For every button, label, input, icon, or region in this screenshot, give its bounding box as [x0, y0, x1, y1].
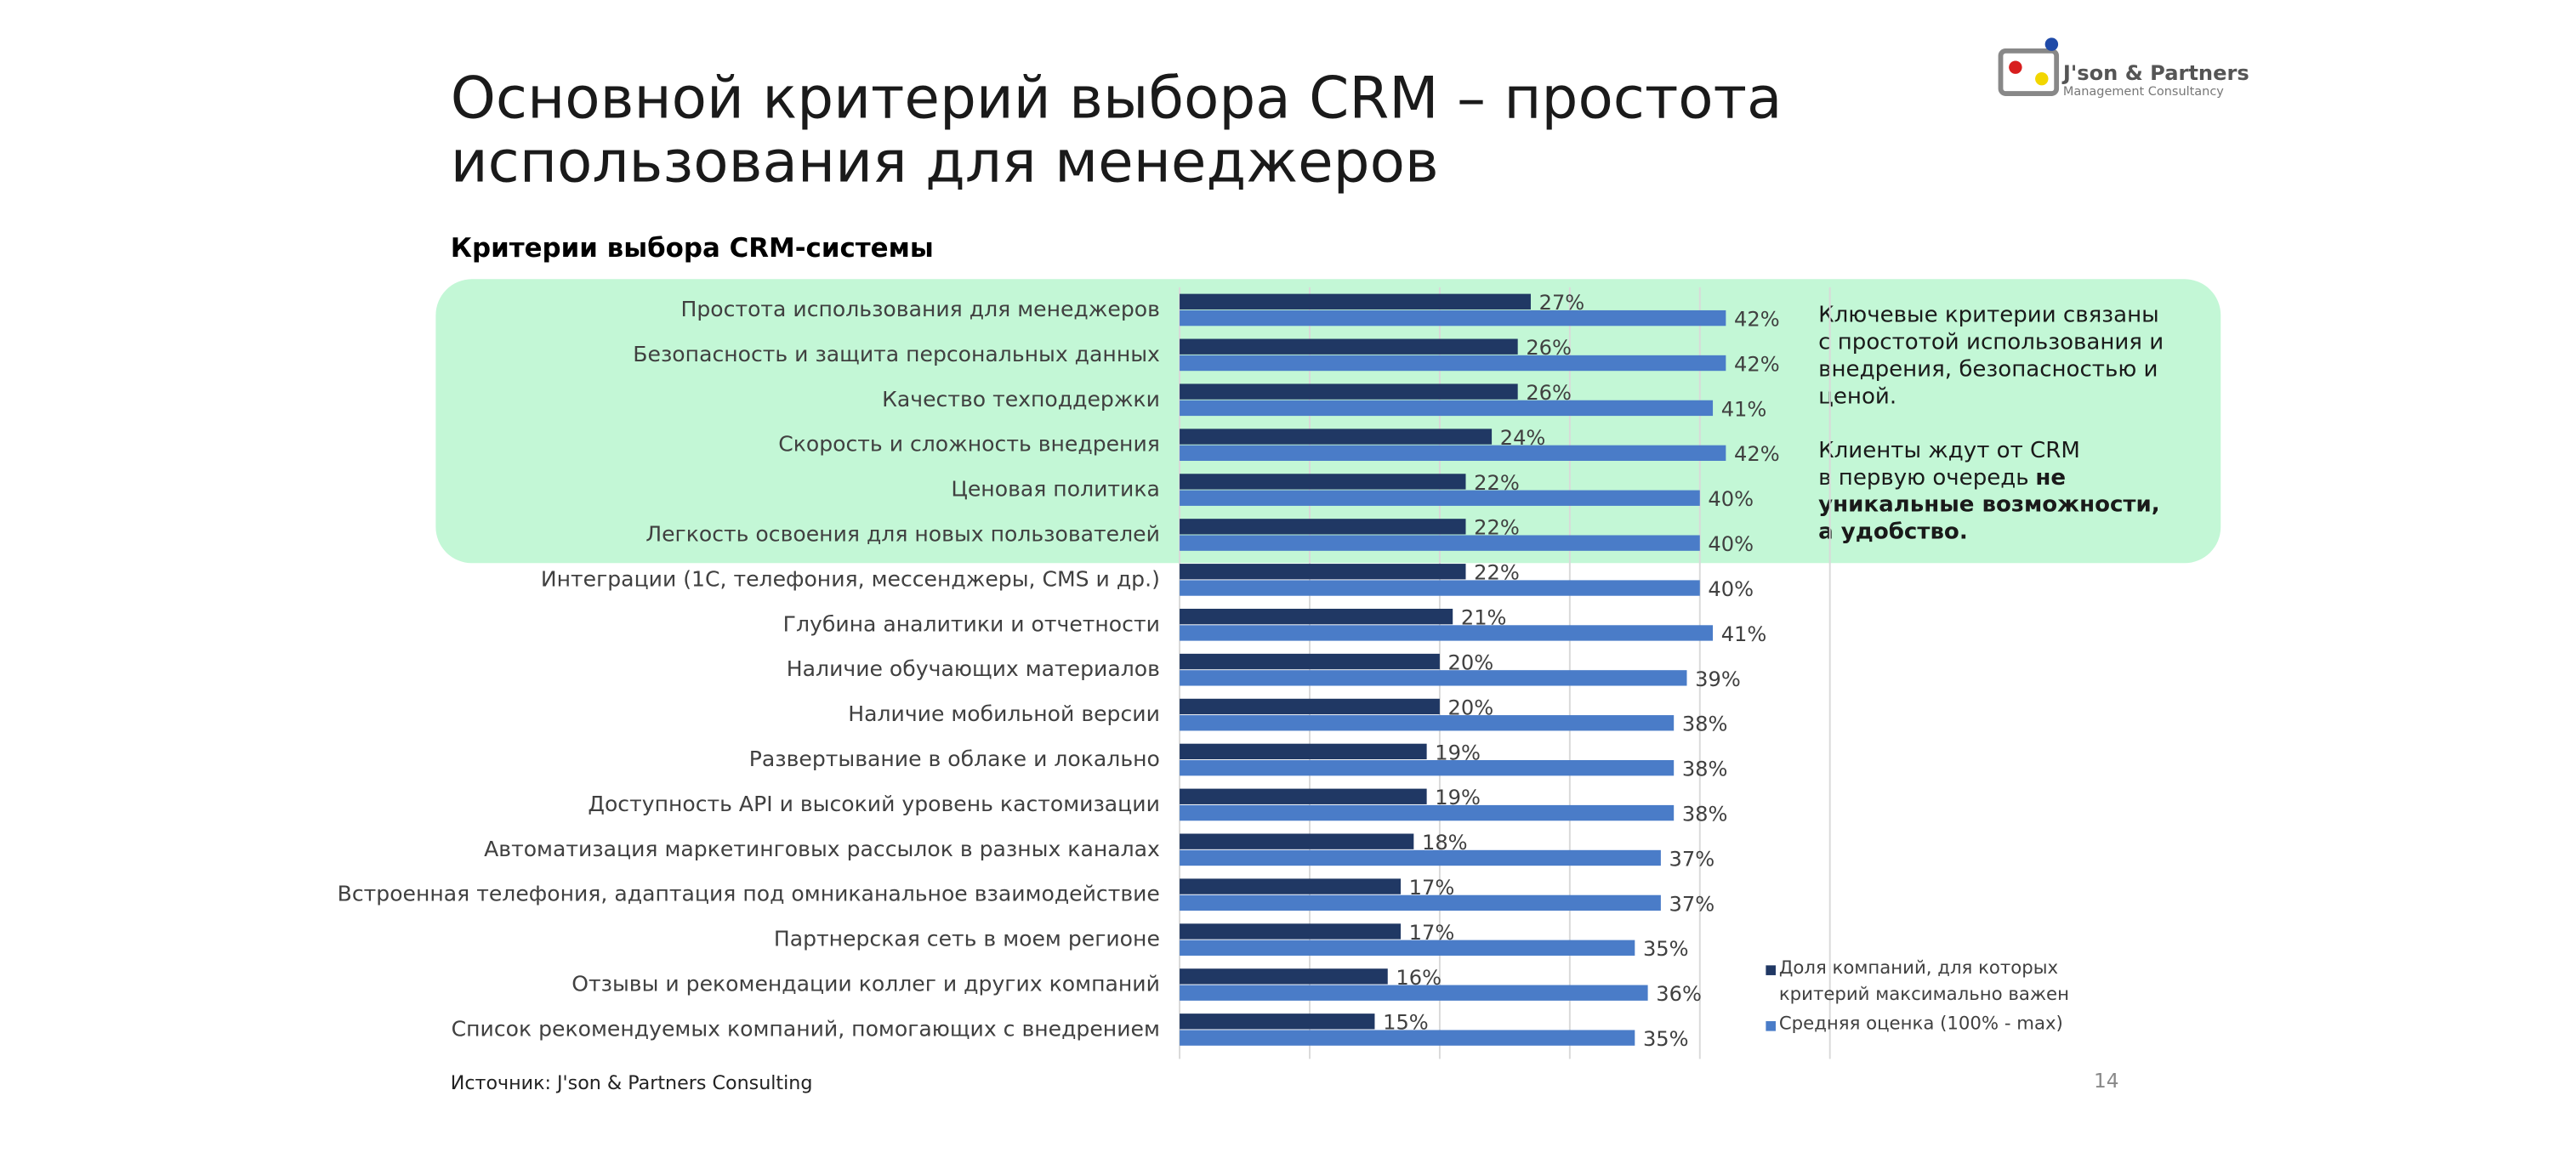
bar	[1180, 625, 1714, 641]
bar	[1180, 338, 1518, 355]
annotation-text: Клиенты ждут от CRM	[1818, 438, 2080, 463]
bar	[1180, 400, 1714, 417]
legend-swatch	[1766, 965, 1776, 975]
annotation-text: с простотой использования и	[1818, 329, 2164, 355]
bar	[1180, 670, 1687, 686]
annotation-text: а удобство.	[1818, 519, 1968, 544]
page-number: 14	[2094, 1070, 2118, 1093]
category-label: Развертывание в облаке и локально	[749, 747, 1160, 771]
bar	[1180, 833, 1414, 849]
source: Источник: J'son & Partners Consulting	[451, 1072, 813, 1094]
bar	[1180, 1030, 1635, 1046]
bar	[1180, 564, 1466, 580]
category-label: Простота использования для менеджеров	[681, 297, 1160, 321]
logo-name: J'son & Partners	[2061, 61, 2249, 85]
title-line: использования для менеджеров	[451, 128, 1439, 196]
chart-subtitle: Критерии выбора CRM-системы	[451, 233, 934, 264]
category-label: Наличие обучающих материалов	[787, 656, 1160, 681]
value-label: 38%	[1682, 802, 1728, 826]
category-label: Ценовая политика	[951, 477, 1160, 502]
bar	[1180, 383, 1518, 400]
annotation-text: уникальные возможности,	[1818, 491, 2160, 517]
category-label: Безопасность и защита персональных данны…	[633, 342, 1160, 366]
bar	[1180, 519, 1466, 535]
bar	[1180, 940, 1635, 956]
bar	[1180, 429, 1493, 445]
legend-entry: Средняя оценка (100% - max)	[1778, 1013, 2063, 1035]
value-label: 42%	[1734, 442, 1780, 466]
bar	[1180, 715, 1675, 731]
annotation-text: внедрения, безопасностью и	[1818, 356, 2158, 382]
bar	[1180, 474, 1466, 490]
annotation-text: Ключевые критерии связаны	[1818, 302, 2159, 327]
value-label: 41%	[1721, 397, 1767, 421]
bar	[1180, 535, 1700, 551]
category-label: Легкость освоения для новых пользователе…	[645, 521, 1160, 546]
value-label: 36%	[1656, 982, 1702, 1006]
bar	[1180, 293, 1531, 309]
bar	[1180, 1014, 1375, 1030]
bar	[1180, 580, 1700, 596]
category-label: Наличие мобильной версии	[848, 701, 1160, 726]
bar	[1180, 788, 1427, 804]
category-label: Список рекомендуемых компаний, помогающи…	[452, 1016, 1160, 1041]
bar	[1180, 878, 1402, 894]
value-label: 37%	[1669, 892, 1715, 916]
logo-dot	[2035, 71, 2049, 86]
annotation-text: ценой.	[1818, 383, 1896, 409]
value-label: 40%	[1708, 577, 1754, 601]
value-label: 38%	[1682, 713, 1728, 736]
category-label: Глубина аналитики и отчетности	[783, 611, 1160, 636]
legend-entry: Доля компаний, для которых критерий макс…	[1778, 957, 2069, 1005]
bar	[1180, 849, 1661, 866]
value-label: 35%	[1643, 1027, 1689, 1051]
bar	[1180, 698, 1440, 715]
bar	[1180, 743, 1427, 760]
legend-label: Средняя оценка (100% - max)	[1778, 1013, 2063, 1035]
bar	[1180, 894, 1661, 911]
value-label: 39%	[1695, 667, 1741, 691]
value-label: 37%	[1669, 847, 1715, 871]
bar	[1180, 355, 1726, 372]
category-label: Встроенная телефония, адаптация под омни…	[338, 882, 1160, 906]
value-label: 40%	[1708, 532, 1754, 556]
value-label: 35%	[1643, 937, 1689, 961]
category-label: Интеграции (1С, телефония, мессенджеры, …	[541, 566, 1160, 591]
category-label: Доступность API и высокий уровень кастом…	[588, 792, 1160, 816]
category-label: Автоматизация маркетинговых рассылок в р…	[484, 837, 1160, 861]
bar	[1180, 309, 1726, 326]
logo-tagline: Management Consultancy	[2063, 85, 2224, 99]
bar	[1180, 760, 1675, 776]
annotation: Ключевые критерии связаны с простотой исп…	[1818, 302, 2164, 544]
value-label: 40%	[1708, 487, 1754, 511]
bar	[1180, 653, 1440, 670]
legend-swatch	[1766, 1021, 1776, 1031]
logo-dot	[2044, 37, 2059, 51]
category-label: Качество техподдержки	[882, 387, 1160, 412]
logo-dot	[2009, 60, 2022, 74]
bar	[1180, 968, 1388, 985]
legend-label: Доля компаний, для которых критерий макс…	[1778, 957, 2069, 1005]
bar	[1180, 445, 1726, 462]
category-label: Скорость и сложность внедрения	[778, 432, 1160, 457]
logo: J'son & Partners Management Consultancy	[1998, 37, 2249, 99]
bar	[1180, 608, 1453, 625]
value-label: 42%	[1734, 352, 1780, 376]
title-line: Основной критерий выбора CRM – простота	[451, 64, 1783, 131]
bar	[1180, 490, 1700, 506]
bar	[1180, 985, 1648, 1001]
highlight-box	[435, 279, 2221, 564]
category-label: Отзывы и рекомендации коллег и других ко…	[571, 972, 1160, 996]
value-label: 38%	[1682, 758, 1728, 781]
annotation-text: в первую очередь	[1818, 464, 2028, 490]
logo-frame	[1998, 48, 2060, 96]
annotation-text: не	[2035, 464, 2066, 490]
value-label: 42%	[1734, 308, 1780, 332]
category-label: Партнерская сеть в моем регионе	[774, 927, 1160, 951]
bar	[1180, 923, 1402, 940]
value-label: 41%	[1721, 622, 1767, 646]
bar	[1180, 804, 1675, 821]
